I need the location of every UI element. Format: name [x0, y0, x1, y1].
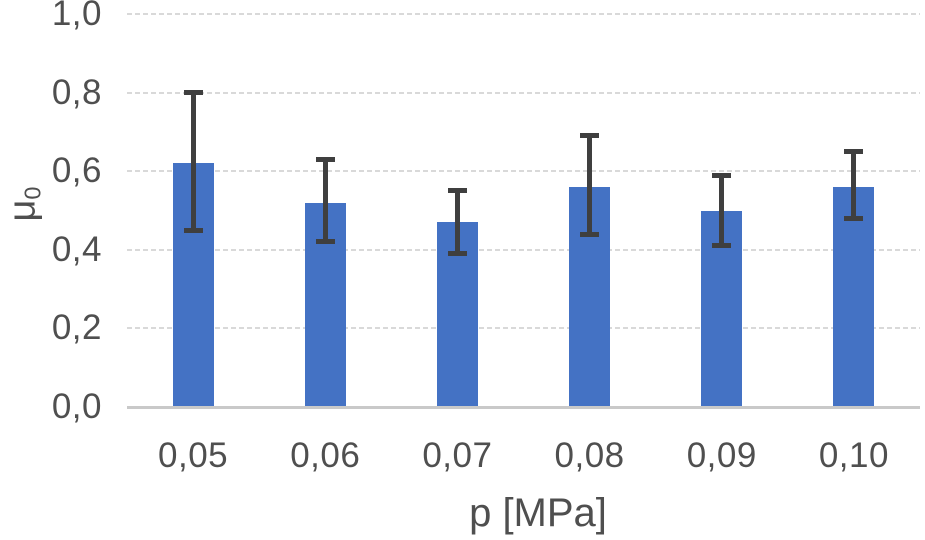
error-bar-cap-bottom — [580, 231, 600, 237]
error-bar-cap-top — [447, 188, 467, 194]
x-tick-label: 0,07 — [422, 436, 493, 475]
error-bar-line — [587, 135, 593, 235]
gridline — [127, 248, 920, 251]
error-bar-line — [719, 175, 725, 246]
y-tick-label: 0,6 — [51, 151, 102, 191]
x-tick-label: 0,05 — [158, 436, 229, 475]
error-bar-line — [190, 92, 196, 231]
error-bar-cap-top — [712, 172, 732, 178]
x-tick-label: 0,10 — [818, 436, 889, 475]
error-bar-cap-top — [844, 149, 864, 155]
gridline — [127, 13, 920, 15]
error-bar-cap-top — [183, 90, 203, 96]
error-bar-cap-top — [580, 133, 600, 139]
x-tick-label: 0,09 — [686, 436, 757, 475]
error-bar-line — [851, 151, 857, 219]
error-bar-cap-bottom — [447, 251, 467, 257]
error-bar-cap-bottom — [844, 215, 864, 221]
y-tick-label: 0,2 — [51, 308, 102, 348]
y-tick-label: 0,0 — [51, 387, 102, 426]
y-tick-label: 1,0 — [51, 0, 102, 33]
gridline — [127, 91, 920, 94]
x-axis-line — [127, 406, 920, 409]
error-bar-line — [322, 159, 328, 242]
x-axis-title: p [MPa] — [469, 491, 607, 535]
error-bar-cap-bottom — [183, 227, 203, 233]
error-bar-line — [454, 190, 460, 254]
y-tick-label: 0,4 — [51, 229, 102, 269]
bar — [833, 186, 875, 407]
x-tick-label: 0,06 — [290, 436, 361, 475]
gridline — [127, 327, 920, 330]
gridline — [127, 170, 920, 173]
y-tick-label: 0,8 — [51, 72, 102, 112]
error-bar-cap-bottom — [712, 243, 732, 249]
y-axis-title-main: μ — [1, 199, 44, 222]
error-bar-cap-bottom — [315, 239, 335, 245]
x-tick-label: 0,08 — [554, 436, 625, 475]
error-bar-cap-top — [315, 156, 335, 162]
